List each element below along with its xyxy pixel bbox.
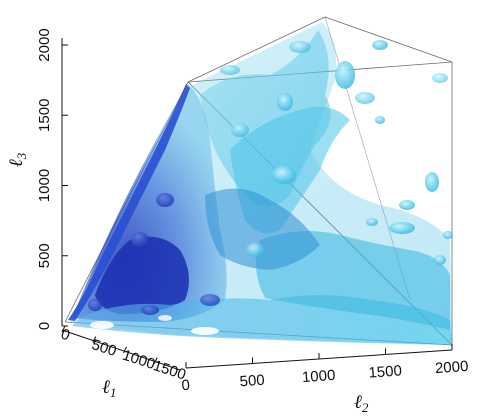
l1-tick-label: 0: [59, 326, 72, 345]
box-edge: [187, 16, 326, 83]
isosurface-blobs: [88, 40, 453, 335]
l3-tick-label: 0: [36, 322, 53, 330]
l3-ticks: 0 500 1000 1500 2000: [36, 28, 68, 330]
l2-ticks: 0 500 1000 1500 2000: [181, 344, 469, 394]
blob: [443, 231, 453, 239]
l1-tick-mark: [92, 336, 97, 343]
box-edge: [324, 16, 453, 63]
blob: [372, 40, 388, 50]
l3-axis-title: ℓ3: [6, 152, 29, 167]
blob: [432, 73, 448, 83]
blob: [141, 305, 159, 315]
l3-tick-label: 1500: [36, 99, 53, 132]
isosurface-mid-band: [205, 188, 320, 270]
l2-tick-label: 500: [239, 372, 265, 391]
blob: [335, 61, 355, 89]
blob: [389, 222, 415, 234]
isosurface-layers: [68, 22, 452, 345]
blob-highlight: [90, 321, 114, 329]
blob: [220, 65, 240, 75]
l1-axis-line: [61, 329, 181, 371]
blob: [272, 166, 296, 184]
l2-axis-title: ℓ2: [354, 392, 369, 415]
l2-tick-label: 2000: [434, 358, 468, 377]
l1-tick-mark: [61, 325, 66, 333]
blob: [366, 218, 378, 226]
blob: [156, 193, 174, 207]
blob: [246, 243, 264, 257]
blob-highlight: [158, 315, 172, 321]
blob: [88, 299, 102, 311]
blob: [200, 294, 220, 306]
l2-tick-label: 1500: [368, 362, 402, 381]
isosurface-left-edge: [68, 84, 190, 321]
blob: [434, 255, 446, 265]
isosurface-deep-core: [95, 236, 189, 315]
blob: [277, 93, 293, 111]
l1-tick-label: 500: [90, 336, 119, 360]
l1-axis-title: ℓ1: [102, 377, 116, 400]
l2-tick-label: 0: [181, 377, 191, 395]
l2-tick-label: 1000: [301, 367, 335, 386]
blob: [375, 116, 385, 124]
l3-tick-label: 1000: [36, 169, 53, 202]
l3-tick-label: 500: [36, 243, 53, 268]
blob: [399, 200, 415, 210]
blob: [425, 172, 439, 192]
l3-tick-label: 2000: [36, 28, 53, 61]
l1-tick-mark: [153, 357, 158, 364]
blob: [231, 123, 249, 137]
blob: [355, 92, 375, 104]
l1-tick-mark: [123, 346, 127, 354]
blob-highlight: [191, 327, 219, 335]
blob: [289, 41, 311, 53]
blob: [131, 232, 149, 248]
